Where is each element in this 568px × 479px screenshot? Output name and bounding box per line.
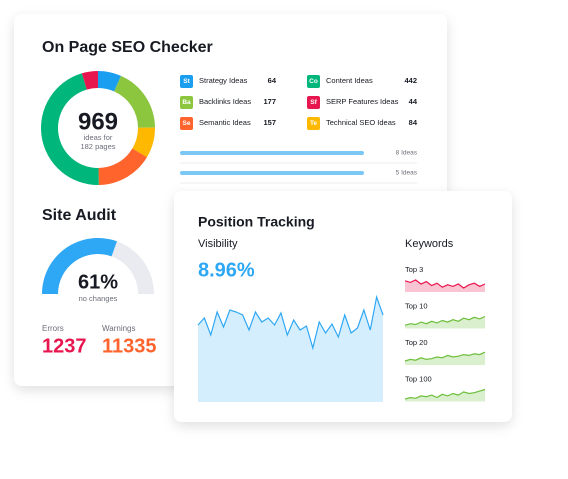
sparkline [404, 351, 486, 362]
donut-caption: 182 pages [80, 142, 115, 151]
card-title: Position Tracking [198, 214, 315, 230]
sparkline [404, 388, 486, 400]
idea-badge [180, 75, 193, 88]
progress-bar [180, 151, 364, 155]
idea-label: Content Ideas [326, 76, 373, 85]
idea-badge [307, 96, 320, 109]
stat-label: Errors [42, 324, 64, 333]
sparkline-label: Top 3 [405, 265, 423, 274]
progress-label: 8 Ideas [396, 150, 418, 157]
donut-total: 969 [78, 108, 118, 135]
donut-segment [132, 127, 155, 158]
idea-badge-text: St [183, 78, 190, 85]
gauge-value: 61% [78, 271, 118, 293]
gauge-value [42, 238, 117, 294]
idea-value: 44 [409, 97, 418, 106]
sparkline-label: Top 10 [405, 301, 428, 310]
sparkline-label: Top 20 [405, 338, 428, 347]
donut-segment [81, 71, 98, 90]
sparkline-label: Top 100 [405, 374, 432, 383]
idea-badge [307, 117, 320, 130]
sparkline-fill [405, 316, 485, 329]
donut-segment [98, 148, 147, 185]
sparkline [404, 279, 486, 289]
idea-badge-text: Ba [182, 99, 191, 106]
idea-value: 442 [404, 76, 417, 85]
stat-label: Warnings [102, 324, 136, 333]
donut-caption: ideas for [84, 133, 113, 142]
sparkline [404, 315, 486, 326]
idea-badge-text: Te [310, 120, 317, 127]
idea-badge-text: Se [183, 120, 191, 127]
idea-badge [307, 75, 320, 88]
card-title: Site Audit [42, 207, 117, 224]
idea-badge-text: Co [309, 78, 318, 85]
idea-value: 84 [409, 118, 418, 127]
progress-label: 5 Ideas [396, 170, 418, 177]
card-title: On Page SEO Checker [42, 39, 213, 56]
visibility-label: Visibility [198, 238, 238, 250]
stat-value: 11335 [102, 335, 157, 357]
idea-label: Semantic Ideas [199, 118, 251, 127]
idea-badge [180, 117, 193, 130]
progress-bar [180, 171, 364, 175]
idea-value: 157 [263, 118, 276, 127]
idea-value: 177 [263, 97, 276, 106]
idea-label: SERP Features Ideas [326, 97, 399, 106]
visibility-area [197, 294, 384, 351]
idea-badge [180, 96, 193, 109]
idea-label: Technical SEO Ideas [326, 118, 396, 127]
idea-badge-text: Sf [310, 99, 317, 106]
stat-value: 1237 [42, 335, 87, 357]
donut-segment [98, 71, 122, 92]
gauge-caption: no changes [79, 294, 118, 303]
visibility-value: 8.96% [198, 259, 255, 281]
idea-label: Backlinks Ideas [199, 97, 251, 106]
donut-segment [114, 75, 155, 128]
keywords-title: Keywords [405, 238, 454, 250]
donut-segment [41, 73, 99, 185]
idea-value: 64 [268, 76, 277, 85]
tracking-card [174, 191, 512, 422]
visibility-area-fill [198, 297, 383, 402]
idea-label: Strategy Ideas [199, 76, 248, 85]
